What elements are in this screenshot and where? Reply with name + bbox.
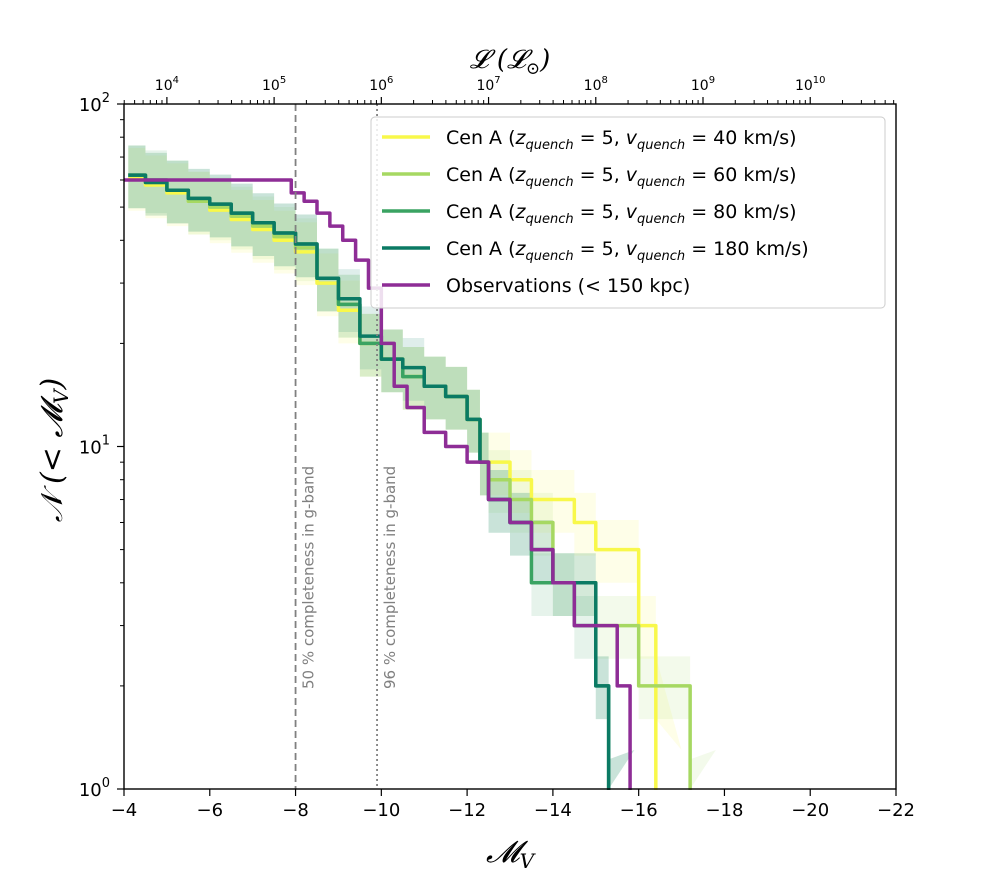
top-tick-label-1: 105 — [262, 75, 286, 94]
top-tick-label-5: 109 — [691, 75, 715, 94]
legend-label-0: Cen A (zquench = 5, vquench = 40 km/s) — [446, 127, 797, 153]
band-3 — [128, 145, 635, 790]
x-axis-ticks: −4 −6 −8 −10 −12 −14 −16 −18 −20 −22 — [111, 789, 915, 821]
x-tick-label-0: −4 — [111, 800, 138, 821]
band-1 — [128, 145, 716, 790]
top-axis-ticks: 104 105 106 107 108 109 1010 — [123, 75, 895, 104]
legend-label-4: Observations (< 150 kpc) — [446, 275, 690, 297]
top-tick-label-0: 104 — [155, 75, 179, 94]
x-axis-title: 𝓜V — [486, 835, 537, 873]
legend: Cen A (zquench = 5, vquench = 40 km/s) Ce… — [370, 116, 886, 309]
series-lines — [124, 173, 692, 791]
x-tick-label-8: −20 — [791, 800, 829, 821]
y-tick-label-1: 101 — [79, 434, 110, 459]
x-tick-label-5: −14 — [534, 800, 572, 821]
top-tick-label-4: 108 — [584, 75, 608, 94]
x-tick-label-6: −16 — [620, 800, 658, 821]
top-tick-label-6: 1010 — [795, 75, 826, 94]
legend-box — [370, 116, 886, 309]
x-tick-label-4: −12 — [448, 800, 486, 821]
confidence-bands — [128, 145, 716, 790]
vline-label-0: 50 % completeness in g-band — [300, 466, 318, 689]
vline-label-1: 96 % completeness in g-band — [381, 466, 399, 689]
legend-label-2: Cen A (zquench = 5, vquench = 80 km/s) — [446, 201, 797, 227]
legend-label-1: Cen A (zquench = 5, vquench = 60 km/s) — [446, 164, 797, 190]
completeness-lines: 50 % completeness in g-band 96 % complete… — [294, 104, 399, 789]
legend-label-3: Cen A (zquench = 5, vquench = 180 km/s) — [446, 238, 809, 264]
series-line-4 — [124, 178, 632, 791]
x-tick-label-9: −22 — [877, 800, 915, 821]
top-tick-label-3: 107 — [476, 75, 500, 94]
y-axis-title: 𝒩 (< 𝓜V) — [35, 378, 73, 522]
x-tick-label-7: −18 — [705, 800, 743, 821]
x-tick-label-2: −8 — [282, 800, 309, 821]
x-tick-label-3: −10 — [362, 800, 400, 821]
top-axis-title: 𝓛 (𝓛⊙) — [470, 45, 551, 79]
band-2 — [128, 145, 635, 790]
y-axis-ticks: 100 101 102 — [79, 91, 124, 801]
band-0 — [128, 147, 682, 750]
top-tick-label-2: 106 — [369, 75, 393, 94]
y-tick-label-2: 102 — [79, 91, 110, 116]
y-tick-label-0: 100 — [79, 776, 110, 801]
x-tick-label-1: −6 — [197, 800, 224, 821]
